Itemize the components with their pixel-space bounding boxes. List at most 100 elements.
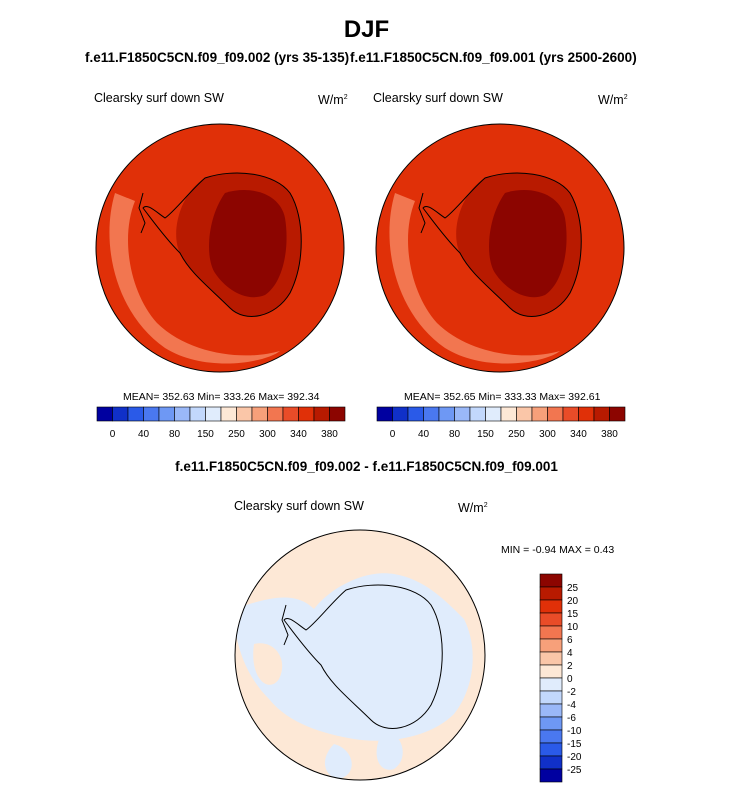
map-right-plateau-core (489, 190, 567, 298)
colorbar-swatch (539, 768, 563, 783)
colorbar-tick-label: 150 (477, 429, 494, 440)
colorbar-tick-label: 80 (169, 429, 181, 440)
map-right-coastline (422, 172, 582, 317)
diff-minmax: MIN = -0.94 MAX = 0.43 (501, 544, 615, 556)
colorbar-swatch (539, 651, 563, 666)
colorbar-swatch (609, 406, 626, 422)
colorbar-swatch (96, 406, 113, 422)
colorbar-swatch (578, 406, 595, 422)
colorbar-tick-label: 15 (567, 609, 579, 620)
map-left-coastline (142, 172, 302, 317)
panel-left-units-label: W/m2 (318, 93, 348, 107)
case-title-right: f.e11.F1850C5CN.f09_f09.001 (yrs 2500-26… (350, 50, 637, 65)
colorbar-swatch (205, 406, 222, 422)
diff-map-coastline (283, 584, 443, 729)
colorbar-tick-label: 80 (449, 429, 461, 440)
colorbar-swatch (539, 703, 563, 718)
colorbar-tick-label: -4 (567, 700, 576, 711)
colorbar-swatch (143, 406, 160, 422)
diff-variable-label: Clearsky surf down SW (234, 499, 364, 513)
colorbar-swatch (251, 406, 268, 422)
polar-map-difference (234, 529, 486, 781)
colorbar-swatch (189, 406, 206, 422)
colorbar-swatch (539, 664, 563, 679)
map-right-band-light (389, 193, 560, 364)
colorbar-swatch (516, 406, 533, 422)
colorbar-tick-label: 20 (567, 596, 579, 607)
colorbar-tick-label: -20 (567, 752, 582, 763)
colorbar-swatch (236, 406, 253, 422)
panel-left-stats: MEAN= 352.63 Min= 333.26 Max= 392.34 (123, 391, 320, 403)
colorbar-tick-label: 0 (567, 674, 573, 685)
colorbar-swatch (539, 716, 563, 731)
colorbar-swatch (438, 406, 455, 422)
colorbar-tick-label: 40 (138, 429, 150, 440)
colorbar-swatch (593, 406, 610, 422)
colorbar-tick-label: 300 (259, 429, 276, 440)
colorbar-tick-label: 2 (567, 661, 573, 672)
colorbar-tick-label: -10 (567, 726, 582, 737)
colorbar-tick-label: 6 (567, 635, 573, 646)
colorbar-swatch (174, 406, 191, 422)
panel-left-variable-label: Clearsky surf down SW (94, 91, 224, 105)
colorbar-swatch (313, 406, 330, 422)
colorbar-tick-label: -15 (567, 739, 582, 750)
colorbar-swatch (539, 638, 563, 653)
panel-right-units-label: W/m2 (598, 93, 628, 107)
colorbar-tick-label: 4 (567, 648, 573, 659)
colorbar-swatch (562, 406, 579, 422)
colorbar-swatch (469, 406, 486, 422)
case-title-left: f.e11.F1850C5CN.f09_f09.002 (yrs 35-135) (85, 50, 350, 65)
colorbar-swatch (267, 406, 284, 422)
colorbar-tick-label: -25 (567, 765, 582, 776)
colorbar-swatch (531, 406, 548, 422)
colorbar-swatch (539, 599, 563, 614)
colorbar-swatch (500, 406, 517, 422)
panel-right-stats: MEAN= 352.65 Min= 333.33 Max= 392.61 (404, 391, 601, 403)
colorbar-swatch (539, 729, 563, 744)
colorbar-tick-label: 380 (601, 429, 618, 440)
colorbar-swatch (539, 690, 563, 705)
colorbar-tick-label: 380 (321, 429, 338, 440)
colorbar-right: 0 40 80 150 250 300 340 380 (376, 406, 626, 440)
colorbar-tick-label: 0 (110, 429, 116, 440)
colorbar-tick-label: 150 (197, 429, 214, 440)
colorbar-tick-label: 40 (418, 429, 430, 440)
panel-right-variable-label: Clearsky surf down SW (373, 91, 503, 105)
colorbar-left: 0 40 80 150 250 300 340 380 (96, 406, 346, 440)
colorbar-swatch (539, 625, 563, 640)
map-left-plateau-core (209, 190, 287, 298)
colorbar-swatch (392, 406, 409, 422)
colorbar-tick-label: 340 (290, 429, 307, 440)
diff-units-label: W/m2 (458, 501, 488, 515)
colorbar-swatch (282, 406, 299, 422)
colorbar-swatch (539, 755, 563, 770)
colorbar-swatch (539, 573, 563, 588)
polar-map-right (375, 123, 625, 373)
colorbar-tick-label: 250 (228, 429, 245, 440)
colorbar-swatch (298, 406, 315, 422)
colorbar-swatch (423, 406, 440, 422)
colorbar-tick-label: 25 (567, 583, 579, 594)
colorbar-swatch (112, 406, 129, 422)
colorbar-swatch (539, 612, 563, 627)
colorbar-swatch (329, 406, 346, 422)
colorbar-tick-label: 340 (570, 429, 587, 440)
colorbar-swatch (407, 406, 424, 422)
colorbar-tick-label: 0 (390, 429, 396, 440)
colorbar-swatch (220, 406, 237, 422)
colorbar-tick-label: -6 (567, 713, 576, 724)
colorbar-swatch (158, 406, 175, 422)
colorbar-swatch (539, 586, 563, 601)
colorbar-swatch (547, 406, 564, 422)
colorbar-swatch (454, 406, 471, 422)
map-left-band-light (109, 193, 281, 364)
diff-map-negative-field (235, 573, 473, 741)
colorbar-tick-label: 250 (508, 429, 525, 440)
colorbar-swatch (539, 742, 563, 757)
colorbar-tick-label: 300 (539, 429, 556, 440)
polar-map-left (95, 123, 345, 373)
figure-title: DJF (343, 16, 390, 43)
colorbar-swatch (127, 406, 144, 422)
